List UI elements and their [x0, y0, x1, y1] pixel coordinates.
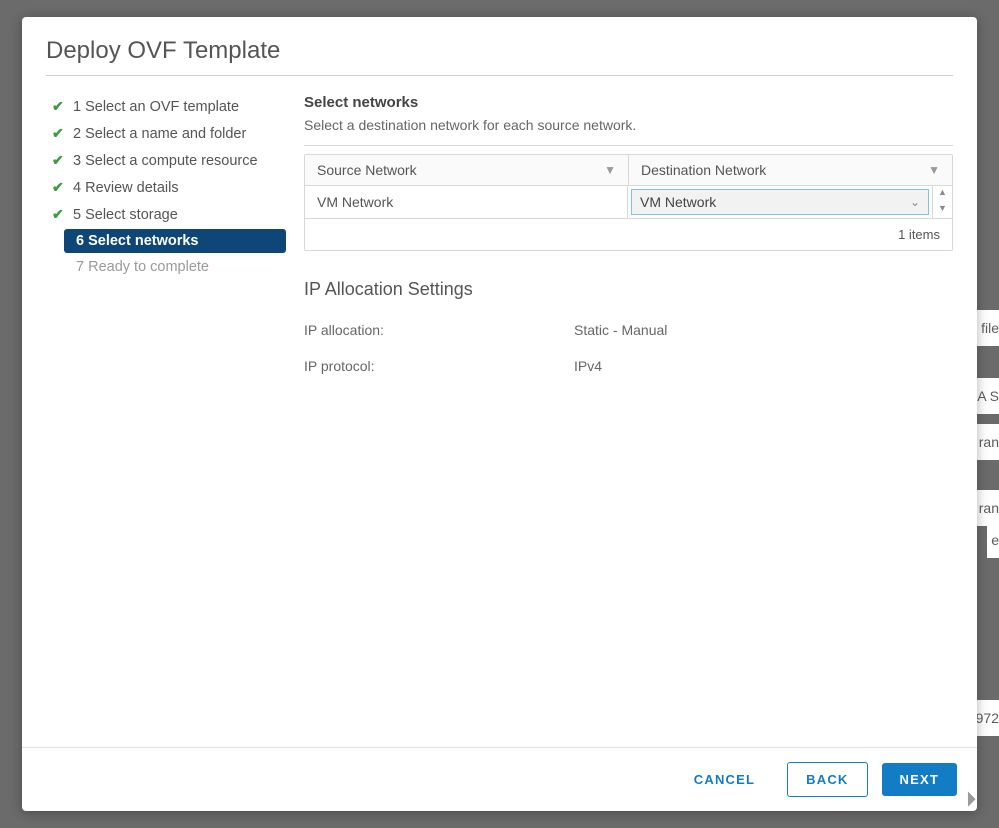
wizard-step-2[interactable]: ✔ 2 Select a name and folder — [46, 121, 286, 146]
wizard-step-3[interactable]: ✔ 3 Select a compute resource — [46, 148, 286, 173]
wizard-step-label: 4 Review details — [73, 180, 179, 196]
section-title: Select networks — [304, 94, 953, 111]
ip-key: IP allocation: — [304, 322, 574, 338]
check-icon: ✔ — [52, 152, 68, 169]
bg-text: ran — [975, 424, 999, 460]
ip-value: Static - Manual — [574, 322, 667, 338]
next-button[interactable]: NEXT — [882, 763, 957, 796]
wizard-step-label: 3 Select a compute resource — [73, 153, 258, 169]
check-icon: ✔ — [52, 179, 68, 196]
section-subtitle: Select a destination network for each so… — [304, 117, 953, 133]
col-label: Destination Network — [641, 162, 766, 178]
bg-text: e — [987, 522, 999, 558]
row-spinner: ▲ ▼ — [932, 186, 952, 218]
dialog-footer: CANCEL BACK NEXT — [22, 747, 977, 811]
ip-row-protocol: IP protocol: IPv4 — [304, 358, 953, 374]
ip-value: IPv4 — [574, 358, 602, 374]
ip-row-allocation: IP allocation: Static - Manual — [304, 322, 953, 338]
table-row: VM Network VM Network ⌄ ▲ ▼ — [305, 186, 952, 219]
deploy-ovf-dialog: Deploy OVF Template ✔ 1 Select an OVF te… — [22, 17, 977, 811]
dialog-header: Deploy OVF Template — [22, 17, 977, 88]
ip-key: IP protocol: — [304, 358, 574, 374]
wizard-step-label: 7 Ready to complete — [76, 259, 209, 275]
source-value: VM Network — [317, 194, 393, 210]
check-icon: ✔ — [52, 98, 68, 115]
dest-cell: VM Network ⌄ — [627, 186, 932, 218]
table-header-row: Source Network ▼ Destination Network ▼ — [305, 155, 952, 186]
bg-text: ran — [975, 490, 999, 526]
col-label: Source Network — [317, 162, 417, 178]
destination-network-dropdown[interactable]: VM Network ⌄ — [631, 189, 929, 215]
wizard-step-4[interactable]: ✔ 4 Review details — [46, 175, 286, 200]
wizard-step-label: 5 Select storage — [73, 207, 178, 223]
spinner-up-icon[interactable]: ▲ — [933, 186, 952, 202]
bg-text: file — [977, 310, 999, 346]
col-source[interactable]: Source Network ▼ — [305, 155, 628, 185]
wizard-step-label: 1 Select an OVF template — [73, 99, 239, 115]
dropdown-value: VM Network — [640, 194, 716, 210]
dialog-body: ✔ 1 Select an OVF template ✔ 2 Select a … — [22, 88, 977, 747]
content-pane: Select networks Select a destination net… — [286, 88, 953, 747]
filter-icon[interactable]: ▼ — [928, 163, 940, 177]
spinner-down-icon[interactable]: ▼ — [933, 202, 952, 218]
check-icon: ✔ — [52, 206, 68, 223]
filter-icon[interactable]: ▼ — [604, 163, 616, 177]
wizard-step-label: 6 Select networks — [76, 233, 199, 249]
chevron-down-icon: ⌄ — [910, 195, 920, 209]
check-icon: ✔ — [52, 125, 68, 142]
table-footer: 1 items — [305, 219, 952, 250]
wizard-step-label: 2 Select a name and folder — [73, 126, 246, 142]
header-divider — [46, 75, 953, 76]
source-cell: VM Network — [305, 186, 627, 218]
dialog-title: Deploy OVF Template — [46, 37, 953, 65]
bg-text: A S — [973, 378, 999, 414]
wizard-step-7: 7 Ready to complete — [64, 255, 286, 279]
wizard-nav: ✔ 1 Select an OVF template ✔ 2 Select a … — [46, 88, 286, 747]
cancel-button[interactable]: CANCEL — [676, 763, 773, 796]
wizard-step-1[interactable]: ✔ 1 Select an OVF template — [46, 94, 286, 119]
col-dest[interactable]: Destination Network ▼ — [628, 155, 952, 185]
wizard-step-5[interactable]: ✔ 5 Select storage — [46, 202, 286, 227]
back-button[interactable]: BACK — [787, 762, 867, 797]
wizard-step-6[interactable]: 6 Select networks — [64, 229, 286, 253]
ip-settings-title: IP Allocation Settings — [304, 279, 953, 300]
section-divider — [304, 145, 953, 146]
network-table: Source Network ▼ Destination Network ▼ V… — [304, 154, 953, 251]
